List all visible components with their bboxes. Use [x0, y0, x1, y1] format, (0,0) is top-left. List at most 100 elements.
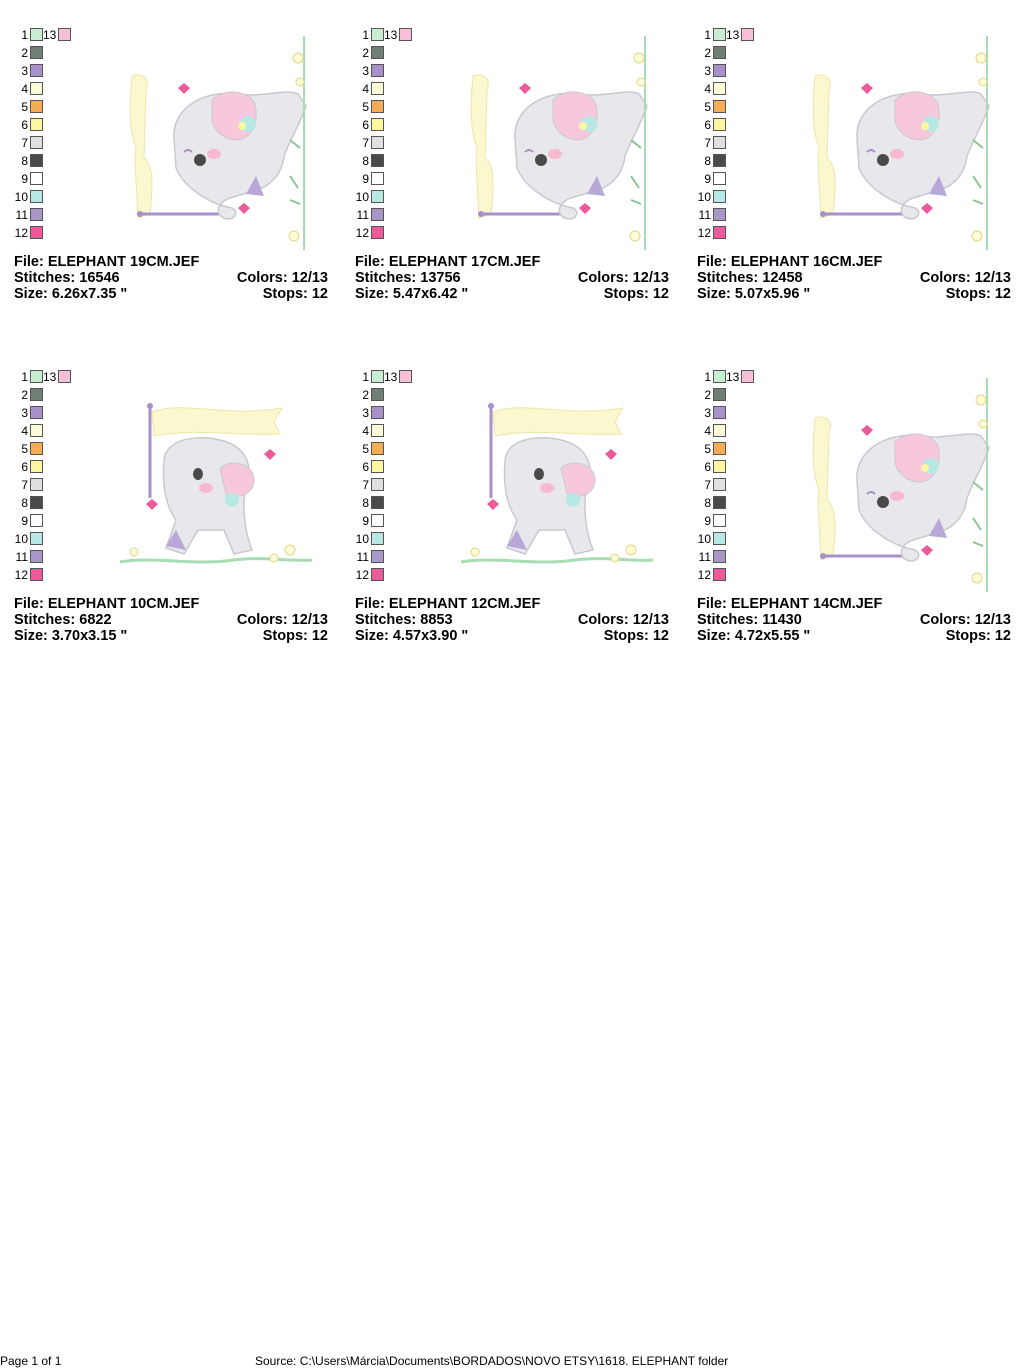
color-swatch	[713, 154, 726, 167]
source-path: Source: C:\Users\Márcia\Documents\BORDAD…	[255, 1354, 729, 1368]
embroidery-preview	[470, 36, 648, 250]
palette-number: 6	[362, 118, 369, 132]
color-swatch	[713, 568, 726, 581]
palette-entry: 5	[355, 100, 385, 118]
color-swatch	[30, 388, 43, 401]
palette-entry: 10	[697, 190, 727, 208]
color-swatch	[713, 424, 726, 437]
design-card: 1 2 3 4 5 6 7 8 9 10 11 12 13 File: ELEPHANT 12CM.JEF…	[355, 370, 671, 670]
palette-number: 12	[14, 226, 28, 240]
color-swatch	[30, 190, 43, 203]
palette-number: 11	[698, 550, 711, 564]
palette-number: 1	[21, 28, 28, 42]
color-swatch	[30, 136, 43, 149]
palette-number: 4	[704, 82, 711, 96]
palette-entry: 4	[355, 82, 385, 100]
color-swatch	[371, 172, 384, 185]
design-card: 1 2 3 4 5 6 7 8 9 10 11 12 13 File: ELEPHANT 10CM.JEF…	[14, 370, 330, 670]
palette-entry: 7	[355, 136, 385, 154]
palette-entry: 11	[355, 208, 385, 226]
color-swatch	[399, 370, 412, 383]
palette-entry: 1	[14, 370, 44, 388]
palette-entry: 13	[384, 28, 416, 46]
palette-number: 6	[362, 460, 369, 474]
palette-number: 10	[14, 532, 28, 546]
palette-number: 5	[704, 100, 711, 114]
stitch-count: Stitches: 16546	[14, 270, 120, 286]
color-swatch	[713, 514, 726, 527]
design-size: Size: 5.07x5.96 "	[697, 286, 811, 302]
color-count: Colors: 12/13	[919, 612, 1011, 628]
palette-number: 10	[355, 190, 369, 204]
palette-entry: 5	[697, 442, 727, 460]
palette-number: 3	[21, 406, 28, 420]
palette-number: 2	[704, 46, 711, 60]
color-swatch	[371, 64, 384, 77]
palette-number: 8	[362, 496, 369, 510]
color-swatch	[30, 46, 43, 59]
palette-number: 9	[362, 172, 369, 186]
palette-number: 7	[21, 136, 28, 150]
color-swatch	[713, 370, 726, 383]
palette-entry: 4	[14, 424, 44, 442]
palette-number: 7	[704, 478, 711, 492]
color-swatch	[30, 424, 43, 437]
color-swatch	[30, 100, 43, 113]
palette-entry: 11	[355, 550, 385, 568]
palette-number: 7	[362, 136, 369, 150]
file-name: File: ELEPHANT 10CM.JEF	[14, 596, 200, 612]
palette-number: 10	[355, 532, 369, 546]
palette-number: 13	[384, 28, 398, 42]
palette-number: 4	[362, 424, 369, 438]
palette-entry: 7	[355, 478, 385, 496]
palette-entry: 4	[697, 424, 727, 442]
design-card: 1 2 3 4 5 6 7 8 9 10 11 12 13 File: ELEPHANT 16CM.JEF…	[697, 28, 1013, 328]
palette-entry: 11	[14, 208, 44, 226]
color-swatch	[30, 154, 43, 167]
color-count: Colors: 12/13	[577, 612, 669, 628]
palette-number: 4	[21, 424, 28, 438]
palette-entry: 10	[14, 532, 44, 550]
color-swatch	[713, 406, 726, 419]
palette-number: 13	[43, 370, 57, 384]
color-swatch	[399, 28, 412, 41]
palette-entry: 1	[14, 28, 44, 46]
color-swatch	[58, 28, 71, 41]
color-swatch	[30, 550, 43, 563]
color-swatch	[713, 226, 726, 239]
palette-number: 13	[384, 370, 398, 384]
palette-entry: 2	[355, 46, 385, 64]
palette-number: 11	[15, 208, 28, 222]
palette-number: 4	[362, 82, 369, 96]
palette-entry: 13	[43, 370, 75, 388]
color-swatch	[713, 172, 726, 185]
palette-entry: 3	[14, 406, 44, 424]
palette-number: 5	[21, 100, 28, 114]
palette-entry: 5	[697, 100, 727, 118]
palette-number: 2	[21, 388, 28, 402]
design-size: Size: 5.47x6.42 "	[355, 286, 469, 302]
stop-count: Stops: 12	[945, 628, 1011, 644]
color-count: Colors: 12/13	[577, 270, 669, 286]
stop-count: Stops: 12	[262, 286, 328, 302]
color-swatch	[371, 136, 384, 149]
palette-number: 2	[362, 388, 369, 402]
palette-entry: 4	[355, 424, 385, 442]
palette-entry: 4	[697, 82, 727, 100]
palette-number: 8	[704, 496, 711, 510]
palette-number: 6	[21, 118, 28, 132]
color-swatch	[30, 496, 43, 509]
palette-entry: 5	[355, 442, 385, 460]
palette-entry: 7	[697, 478, 727, 496]
color-swatch	[371, 442, 384, 455]
color-swatch	[30, 208, 43, 221]
color-swatch	[30, 514, 43, 527]
color-count: Colors: 12/13	[236, 270, 328, 286]
color-swatch	[30, 226, 43, 239]
stitch-count: Stitches: 11430	[697, 612, 802, 628]
file-name: File: ELEPHANT 16CM.JEF	[697, 254, 883, 270]
design-image	[797, 28, 1002, 258]
color-swatch	[713, 208, 726, 221]
palette-number: 12	[697, 568, 711, 582]
palette-number: 5	[362, 100, 369, 114]
